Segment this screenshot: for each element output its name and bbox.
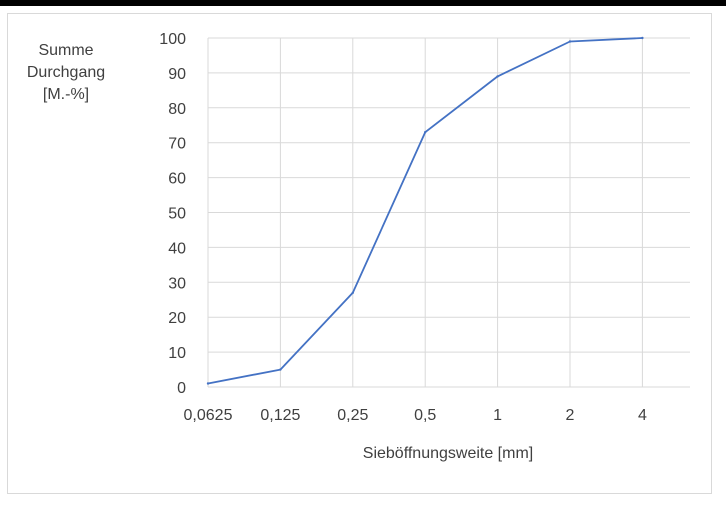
- x-tick-label: 0,25: [337, 407, 368, 424]
- x-axis-label: Sieböffnungsweite [mm]: [363, 445, 533, 462]
- chart-frame: [7, 13, 712, 494]
- y-axis-label-line-2: Durchgang: [26, 64, 106, 81]
- x-tick-label: 0,0625: [184, 407, 233, 424]
- y-tick-label: 70: [168, 136, 186, 153]
- y-tick-label: 10: [168, 345, 186, 362]
- y-axis-label-line-1: Summe: [38, 42, 94, 59]
- x-tick-label: 4: [638, 407, 647, 424]
- x-tick-labels: 0,0625 0,125 0,25 0,5 1 2 4: [184, 407, 647, 424]
- y-tick-labels: 0 10 20 30 40 50 60 70 80 90 100: [159, 31, 186, 397]
- data-point: [351, 291, 354, 294]
- data-point: [641, 36, 644, 40]
- y-tick-label: 30: [168, 275, 186, 292]
- x-tick-label: 1: [493, 407, 502, 424]
- y-tick-label: 20: [168, 310, 186, 327]
- y-tick-label: 60: [168, 171, 186, 188]
- data-point: [496, 75, 499, 78]
- gridlines: [207, 37, 690, 388]
- x-tick-label: 2: [566, 407, 575, 424]
- y-axis-label-line-3: [M.-%]: [42, 86, 90, 103]
- top-rule: [0, 0, 726, 6]
- x-tick-label: 0,5: [414, 407, 436, 424]
- y-tick-label: 40: [168, 240, 186, 257]
- y-tick-label: 50: [168, 206, 186, 223]
- series-group: [206, 36, 644, 385]
- y-tick-label: 0: [177, 380, 186, 397]
- data-point: [206, 382, 210, 385]
- data-point: [279, 368, 282, 371]
- x-tick-label: 0,125: [260, 407, 300, 424]
- data-point: [424, 131, 427, 134]
- y-axis-label: Summe Durchgang [M.-%]: [20, 40, 112, 106]
- y-tick-label: 100: [159, 31, 186, 48]
- data-point: [568, 40, 572, 43]
- y-tick-label: 90: [168, 66, 186, 83]
- y-tick-label: 80: [168, 101, 186, 118]
